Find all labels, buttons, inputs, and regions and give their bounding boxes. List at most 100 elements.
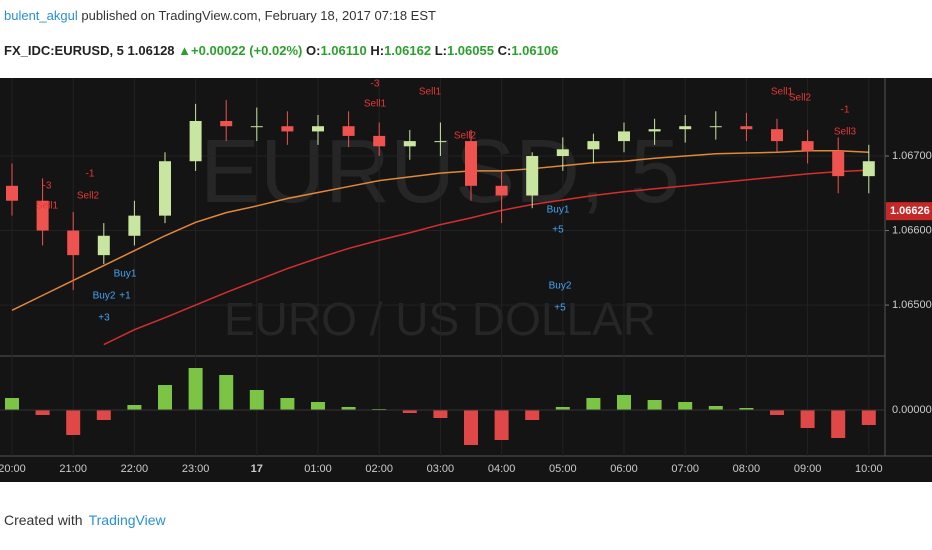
candle-body	[128, 215, 141, 236]
histogram-bar	[219, 375, 234, 410]
brand[interactable]: TradingView	[88, 512, 166, 528]
c: 1.06106	[511, 43, 559, 58]
candle-body	[771, 129, 783, 142]
candle-body	[801, 141, 814, 151]
candle-body	[587, 141, 600, 150]
candle-body	[6, 185, 18, 201]
x-tick-label: 06:00	[610, 463, 638, 475]
x-tick-label: 05:00	[549, 463, 577, 475]
histogram-bar	[739, 408, 754, 410]
histogram-bar	[617, 395, 631, 410]
last-price-label: 1.06626	[890, 205, 930, 217]
candle-body	[189, 120, 202, 162]
candle-body	[495, 185, 508, 196]
buy-label: Buy2	[93, 291, 116, 302]
histogram-bar	[494, 410, 509, 440]
histogram-bar	[249, 390, 264, 410]
histogram-bar	[464, 410, 478, 445]
candle-body	[220, 120, 233, 127]
candle-body	[434, 141, 447, 143]
user[interactable]: bulent_akgul	[4, 8, 78, 23]
sell-label: -3	[371, 79, 380, 90]
sell-label: Sell1	[364, 99, 387, 110]
h: 1.06162	[384, 43, 432, 58]
publish-line: bulent_akgul published on TradingView.co…	[4, 8, 436, 23]
histogram-bar	[127, 405, 142, 410]
candle-body	[526, 156, 539, 196]
histogram-bar	[678, 402, 693, 410]
candle-body	[709, 126, 722, 128]
histogram-bar	[311, 402, 325, 410]
x-tick-label: 20:00	[0, 463, 26, 475]
created: Created with	[4, 512, 83, 528]
candle-body	[281, 126, 294, 132]
candle-body	[159, 161, 171, 216]
histogram-bar	[647, 400, 662, 410]
l-label: L:	[434, 43, 447, 58]
sell-label: Sell1	[771, 87, 794, 98]
sell-label: Sell1	[419, 87, 442, 98]
candle-body	[465, 141, 477, 186]
y-tick-label: 1.06700	[892, 150, 932, 162]
sell-label: Sell3	[834, 127, 857, 138]
histogram-bar	[525, 410, 540, 420]
sell-label: Sell2	[77, 191, 100, 202]
buy-label: +3	[98, 313, 110, 324]
sell-label: Sell2	[789, 93, 812, 104]
sell-label: Sell1	[36, 201, 59, 212]
buy-label: Buy1	[547, 205, 570, 216]
moving-average	[11, 150, 869, 311]
last-price-box	[886, 202, 932, 221]
candle-body	[403, 141, 416, 147]
moving-average	[103, 169, 869, 346]
footer: Created with TradingView	[4, 512, 166, 528]
candle-body	[342, 126, 355, 136]
histogram-bar	[800, 410, 815, 428]
x-tick-label: 22:00	[121, 463, 149, 475]
change: +0.00022 (+0.02%)	[191, 43, 303, 58]
price: 1.06128	[127, 43, 175, 58]
candle-body	[250, 126, 263, 128]
candle-body	[312, 126, 324, 132]
histogram-bar	[555, 407, 570, 410]
sell-label: -1	[841, 105, 850, 116]
histogram-bar	[341, 407, 356, 410]
histogram-bar	[5, 398, 19, 410]
buy-label: Buy2	[549, 281, 572, 292]
x-tick-label: 09:00	[794, 463, 822, 475]
histogram-bar	[861, 410, 876, 425]
candle-body	[36, 200, 49, 231]
histogram-bar	[35, 410, 50, 415]
h-label: H:	[370, 43, 385, 58]
buy-label: +5	[552, 225, 564, 236]
candle-body	[679, 126, 692, 130]
x-tick-label: 08:00	[733, 463, 761, 475]
histogram-bar	[66, 410, 81, 435]
candle-body	[648, 129, 661, 132]
histogram-bar	[586, 398, 601, 410]
up-arrow: ▲	[178, 43, 192, 58]
histogram-bar	[158, 385, 172, 410]
histogram-bar	[770, 410, 784, 415]
l: 1.06055	[446, 43, 494, 58]
candle-body	[556, 149, 569, 157]
o: 1.06110	[320, 43, 367, 58]
x-tick-label: 07:00	[671, 463, 699, 475]
candle-body	[832, 150, 845, 177]
o-label: O:	[305, 43, 321, 58]
histogram-bar	[188, 368, 203, 410]
candle-body	[97, 235, 110, 256]
x-tick-label: 03:00	[427, 463, 455, 475]
x-tick-label: 21:00	[59, 463, 87, 475]
sell-label: -1	[86, 169, 95, 180]
candle-body	[67, 230, 80, 256]
symbol: FX_IDC:EURUSD, 5	[4, 43, 124, 58]
y-tick-label: 1.06500	[892, 299, 932, 311]
histogram-bar	[433, 410, 448, 418]
x-tick-label: 23:00	[182, 463, 210, 475]
x-tick-label: 10:00	[855, 463, 883, 475]
candle-body	[740, 126, 753, 130]
symbol-line: FX_IDC:EURUSD, 5 1.06128 ▲+0.00022 (+0.0…	[4, 43, 558, 58]
